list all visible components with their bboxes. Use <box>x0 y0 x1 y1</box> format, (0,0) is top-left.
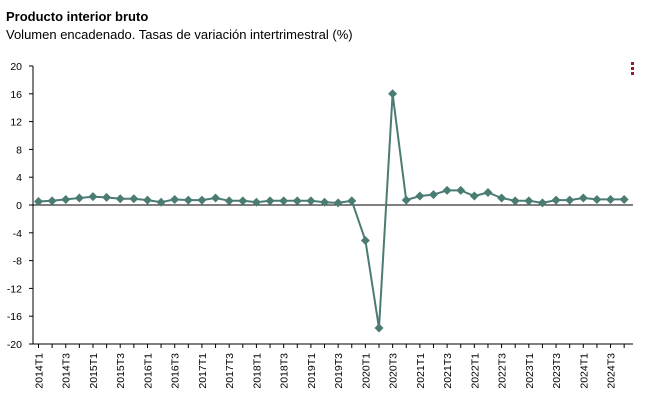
chart-subtitle: Volumen encadenado. Tasas de variación i… <box>6 27 353 42</box>
data-point <box>483 187 493 197</box>
y-tick-label: 16 <box>10 89 22 101</box>
y-tick-label: -4 <box>13 228 22 240</box>
data-point <box>224 196 234 206</box>
y-tick-label: 8 <box>16 144 22 156</box>
data-point <box>606 194 616 204</box>
data-point <box>129 194 139 204</box>
data-point <box>197 195 207 205</box>
data-point <box>401 195 411 205</box>
data-point <box>510 196 520 206</box>
data-point <box>47 196 57 206</box>
data-point <box>292 196 302 206</box>
y-tick-label: 20 <box>10 61 22 73</box>
x-tick-label: 2014T3 <box>61 353 73 389</box>
x-tick-label: 2022T3 <box>497 353 509 389</box>
data-point <box>524 196 534 206</box>
series-group <box>34 89 629 333</box>
data-point <box>320 197 330 207</box>
data-point <box>34 197 43 207</box>
x-tick-label: 2022T1 <box>469 353 481 389</box>
data-point <box>306 196 316 206</box>
data-point <box>183 195 193 205</box>
data-point <box>415 191 425 201</box>
x-tick-label: 2018T3 <box>279 353 291 389</box>
y-tick-label: 12 <box>10 117 22 129</box>
x-tick-label: 2014T1 <box>34 353 46 389</box>
data-point <box>469 191 479 201</box>
x-tick-label: 2020T1 <box>360 353 372 389</box>
x-tick-label: 2016T1 <box>142 353 154 389</box>
x-axis: 2014T1 2014T3 2015T1 2015T3 2016T1 2016T3 2017… <box>33 343 633 389</box>
data-point <box>456 185 466 195</box>
data-point <box>551 195 561 205</box>
x-tick-label: 2020T3 <box>388 353 400 389</box>
x-tick-label: 2023T3 <box>551 353 563 389</box>
x-tick-label: 2017T3 <box>224 353 236 389</box>
data-point <box>88 192 98 202</box>
x-tick-label: 2023T1 <box>524 353 536 389</box>
data-point <box>102 192 112 202</box>
data-point <box>251 197 261 207</box>
data-point <box>497 193 507 203</box>
vertical-dots-icon[interactable] <box>631 62 635 76</box>
data-point <box>428 190 438 200</box>
x-tick-label: 2024T1 <box>578 353 590 389</box>
x-tick-label: 2021T1 <box>415 353 427 389</box>
data-point <box>170 194 180 204</box>
x-tick-label: 2019T3 <box>333 353 345 389</box>
data-point <box>238 196 248 206</box>
data-point <box>142 195 152 205</box>
x-tick-label: 2021T3 <box>442 353 454 389</box>
data-point <box>211 193 221 203</box>
y-tick-label: 0 <box>16 200 22 212</box>
y-axis: 20 16 12 8 4 0 -4 -8 -12 -16 -20 <box>7 61 34 351</box>
x-tick-label: 2016T3 <box>170 353 182 389</box>
data-point <box>578 193 588 203</box>
chart-title: Producto interior bruto <box>6 9 149 24</box>
data-point <box>592 194 602 204</box>
x-tick-label: 2015T1 <box>88 353 100 389</box>
y-tick-label: -8 <box>13 256 22 268</box>
data-point <box>333 198 343 208</box>
data-point <box>619 194 629 204</box>
data-point <box>279 196 289 206</box>
data-point <box>360 235 370 245</box>
data-point <box>156 197 166 207</box>
y-tick-label: 4 <box>16 172 22 184</box>
x-tick-label: 2024T3 <box>606 353 618 389</box>
x-tick-label: 2019T1 <box>306 353 318 389</box>
x-tick-label: 2017T1 <box>197 353 209 389</box>
x-tick-label: 2018T1 <box>251 353 263 389</box>
data-point <box>537 198 547 208</box>
data-point <box>388 89 398 99</box>
data-point <box>265 196 275 206</box>
y-tick-label: -20 <box>7 339 22 351</box>
x-tick-label: 2015T3 <box>115 353 127 389</box>
data-point <box>61 194 71 204</box>
data-point <box>374 323 384 333</box>
data-point <box>347 196 357 206</box>
y-tick-label: -12 <box>7 283 22 295</box>
y-tick-label: -16 <box>7 311 22 323</box>
series-line <box>38 92 625 329</box>
data-point <box>565 195 575 205</box>
data-point <box>115 194 125 204</box>
data-point <box>442 185 452 195</box>
data-point <box>74 193 84 203</box>
